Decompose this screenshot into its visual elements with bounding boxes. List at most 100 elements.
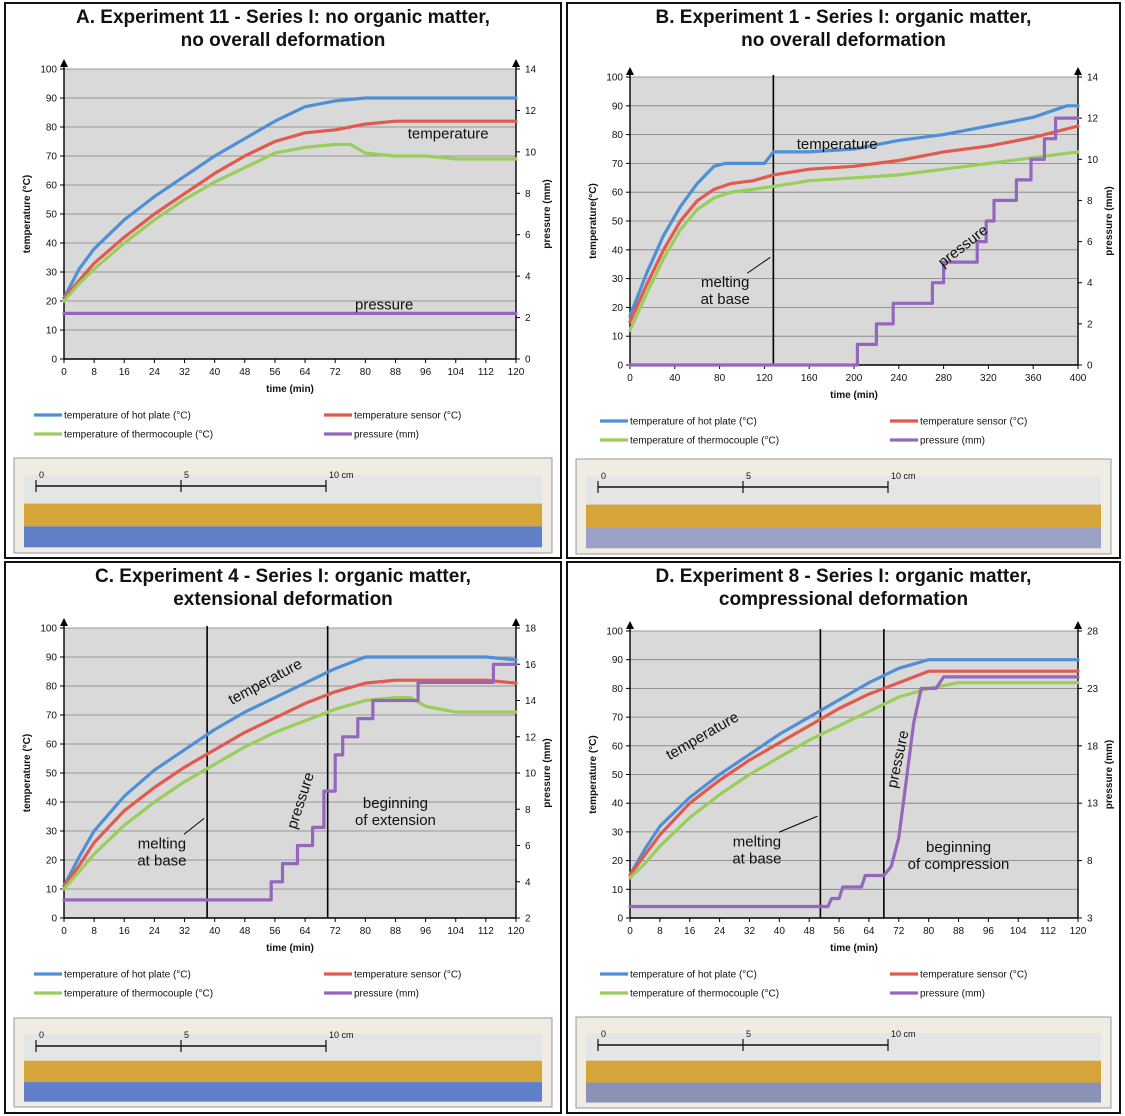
annotation-label: melting (733, 833, 781, 850)
x-tick-label: 0 (61, 926, 67, 937)
y-tick-label: 90 (612, 101, 624, 112)
scale-label: 0 (601, 471, 606, 481)
y2-tick-label: 2 (525, 313, 531, 324)
y2-tick-label: 10 (1087, 155, 1099, 166)
y-axis-arrow (626, 621, 634, 629)
y-tick-label: 40 (612, 799, 624, 810)
y-tick-label: 60 (46, 181, 58, 192)
series-line (628, 124, 1080, 324)
x-tick-label: 88 (390, 926, 402, 937)
y2-tick-label: 28 (1087, 627, 1099, 638)
x-tick-label: 88 (953, 926, 965, 937)
y-tick-label: 20 (46, 297, 58, 308)
y2-tick-label: 8 (525, 805, 531, 816)
x-tick-label: 96 (420, 367, 432, 378)
y-tick-label: 70 (46, 711, 58, 722)
y-tick-label: 30 (612, 274, 624, 285)
annotation-label: temperature (797, 136, 878, 153)
photo-layer-base (586, 527, 1101, 549)
scale-label: 5 (184, 1030, 189, 1040)
annotation-label: of extension (355, 812, 436, 829)
y2-tick-label: 23 (1087, 684, 1099, 695)
y2-tick-label: 14 (1087, 73, 1099, 84)
y2-axis-title: pressure (mm) (1104, 740, 1115, 809)
legend-label: temperature of hot plate (°C) (64, 970, 191, 981)
x-tick-label: 120 (756, 373, 773, 384)
x-tick-label: 400 (1070, 373, 1087, 384)
x-tick-label: 24 (149, 367, 161, 378)
series-line (62, 119, 518, 300)
y-tick-label: 80 (46, 123, 58, 134)
y-tick-label: 30 (46, 827, 58, 838)
y-tick-label: 10 (612, 885, 624, 896)
legend-label: pressure (mm) (920, 989, 985, 1000)
y-tick-label: 100 (606, 627, 623, 638)
x-tick-label: 120 (1070, 926, 1087, 937)
series-line (62, 678, 518, 888)
panel-c: C. Experiment 4 - Series I: organic matt… (4, 561, 562, 1114)
y2-tick-label: 14 (525, 696, 537, 707)
x-tick-label: 16 (119, 367, 131, 378)
x-tick-label: 0 (61, 367, 67, 378)
x-tick-label: 80 (714, 373, 726, 384)
x-tick-label: 32 (179, 367, 191, 378)
scale-label: 5 (746, 471, 751, 481)
y-tick-label: 90 (46, 653, 58, 664)
x-tick-label: 96 (420, 926, 432, 937)
y2-tick-label: 4 (525, 272, 531, 283)
x-axis-title: time (min) (830, 943, 878, 954)
y2-tick-label: 8 (1087, 856, 1093, 867)
panel-b: B. Experiment 1 - Series I: organic matt… (566, 2, 1121, 559)
legend-label: temperature of thermocouple (°C) (630, 436, 779, 447)
y-tick-label: 40 (612, 245, 624, 256)
y-tick-label: 50 (46, 210, 58, 221)
y-tick-label: 50 (46, 769, 58, 780)
y-tick-label: 60 (612, 741, 624, 752)
y2-axis-arrow (512, 618, 520, 626)
panel-title: B. Experiment 1 - Series I: organic matt… (655, 7, 1032, 51)
x-tick-label: 8 (91, 367, 97, 378)
sample-photo: 0 5 10 cm (13, 457, 553, 554)
y-tick-label: 30 (46, 268, 58, 279)
x-tick-label: 40 (209, 367, 221, 378)
x-axis-title: time (min) (266, 384, 314, 395)
y-tick-label: 100 (40, 624, 57, 635)
y2-tick-label: 10 (525, 147, 537, 158)
y2-tick-label: 6 (525, 841, 531, 852)
series-line (62, 655, 518, 888)
y2-tick-label: 4 (525, 877, 531, 888)
y-tick-label: 60 (612, 188, 624, 199)
y-tick-label: 90 (46, 94, 58, 105)
y2-tick-label: 18 (525, 624, 537, 635)
y-tick-label: 50 (612, 770, 624, 781)
series-line (628, 658, 1080, 877)
series-line (628, 104, 1080, 318)
legend-label: temperature of thermocouple (°C) (64, 989, 213, 1000)
x-tick-label: 0 (627, 373, 633, 384)
legend-label: temperature sensor (°C) (354, 970, 461, 981)
x-tick-label: 64 (863, 926, 875, 937)
y2-axis-arrow (1074, 621, 1082, 629)
y-tick-label: 60 (46, 740, 58, 751)
sample-photo: 0 5 10 cm (575, 1016, 1112, 1109)
y2-axis-title: pressure (mm) (542, 179, 553, 248)
series-line (62, 142, 518, 303)
x-tick-label: 72 (893, 926, 905, 937)
y-tick-label: 10 (46, 885, 58, 896)
x-tick-label: 280 (935, 373, 952, 384)
x-tick-label: 112 (1040, 926, 1056, 937)
x-tick-label: 64 (300, 926, 312, 937)
y-tick-label: 70 (46, 152, 58, 163)
y2-tick-label: 14 (525, 65, 537, 76)
annotation-label: beginning (363, 795, 428, 812)
x-tick-label: 40 (209, 926, 221, 937)
y2-tick-label: 12 (525, 732, 537, 743)
x-tick-label: 240 (890, 373, 907, 384)
x-tick-label: 104 (1010, 926, 1027, 937)
x-tick-label: 40 (669, 373, 681, 384)
panel-title: A. Experiment 11 - Series I: no organic … (76, 7, 490, 51)
x-tick-label: 320 (980, 373, 997, 384)
x-tick-label: 120 (508, 926, 525, 937)
y-axis-arrow (60, 59, 68, 67)
